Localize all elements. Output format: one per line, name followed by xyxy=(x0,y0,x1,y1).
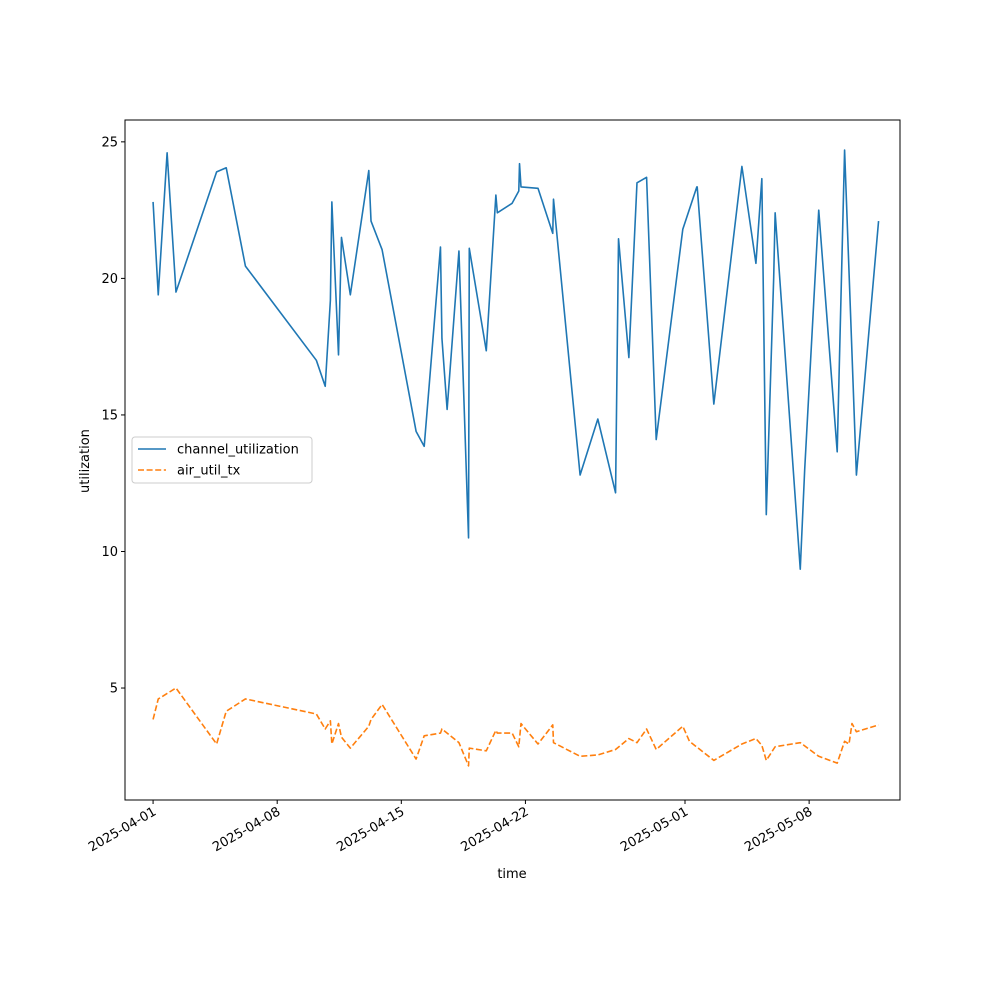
series-line-channel-utilization xyxy=(152,149,880,571)
y-tick-label: 20 xyxy=(101,272,118,287)
series-line-air-util-tx xyxy=(152,687,879,767)
legend-label: channel_utilization xyxy=(177,443,299,458)
legend: channel_utilization air_util_tx xyxy=(131,436,313,484)
y-axis-ticks: 5 10 15 20 25 xyxy=(101,135,125,697)
series-layer xyxy=(152,149,880,767)
y-tick-label: 10 xyxy=(101,545,118,560)
legend-frame xyxy=(131,436,313,484)
plot-area-frame xyxy=(124,119,901,801)
y-tick-label: 25 xyxy=(101,135,118,150)
x-axis-label: time xyxy=(497,867,526,882)
legend-label: air_util_tx xyxy=(177,464,241,479)
y-axis-label: utilization xyxy=(78,429,93,493)
y-tick-label: 5 xyxy=(110,682,118,697)
y-tick-label: 15 xyxy=(101,408,118,423)
